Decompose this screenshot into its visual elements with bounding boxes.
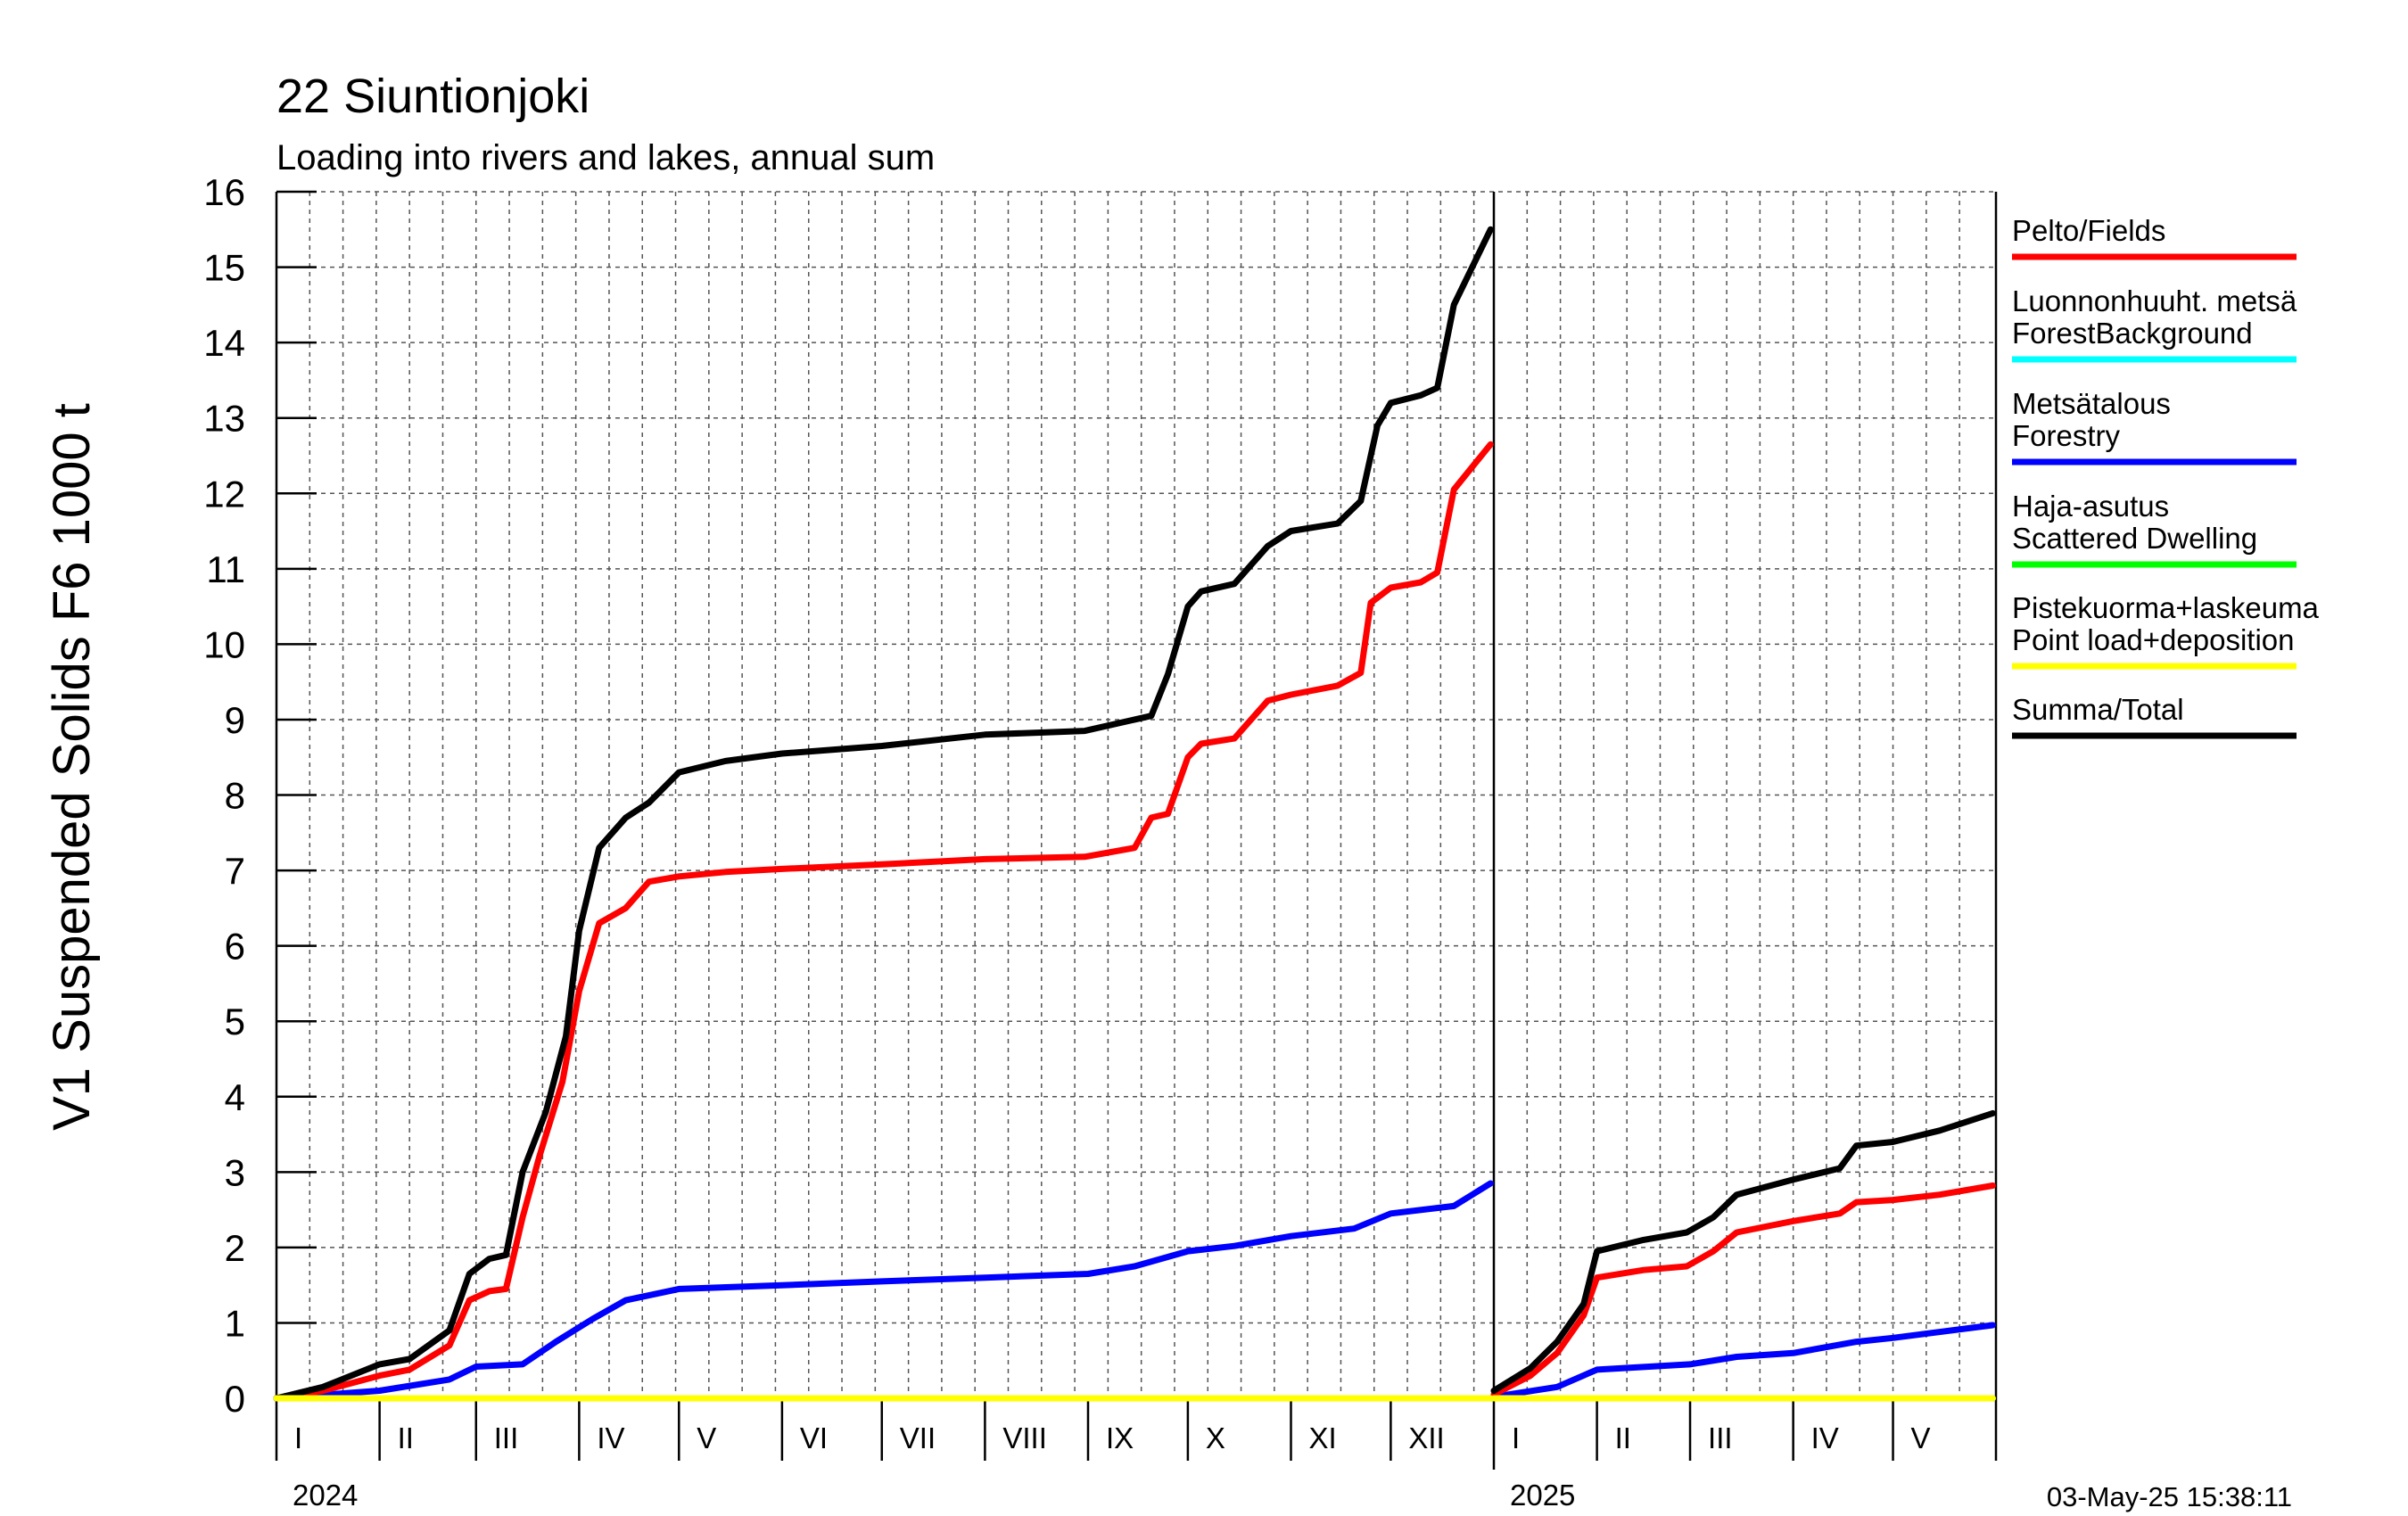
year-label: 2025 — [1510, 1479, 1575, 1512]
chart-subtitle: Loading into rivers and lakes, annual su… — [276, 138, 935, 177]
month-label: II — [398, 1421, 414, 1454]
month-label: III — [494, 1421, 519, 1454]
y-tick-label: 16 — [203, 171, 245, 213]
month-label: IV — [597, 1421, 624, 1454]
grid — [276, 191, 1996, 1398]
month-label: IX — [1106, 1421, 1134, 1454]
legend-label: ForestBackground — [2012, 317, 2253, 350]
series-line — [1490, 1182, 1996, 1398]
y-tick-label: 2 — [225, 1227, 245, 1269]
legend-label: Haja-asutus — [2012, 490, 2169, 523]
series-line — [1490, 1322, 1996, 1400]
month-label: III — [1708, 1421, 1733, 1454]
y-tick-label: 6 — [225, 926, 245, 968]
month-label: II — [1615, 1421, 1631, 1454]
legend-label: Summa/Total — [2012, 693, 2184, 726]
series-line — [273, 1180, 1494, 1402]
series-line — [1490, 1109, 1996, 1394]
y-axis-label: V1 Suspended Solids F6 1000 t — [43, 403, 101, 1131]
month-label: V — [697, 1421, 716, 1454]
legend-label: Pelto/Fields — [2012, 214, 2165, 247]
month-label: I — [1512, 1421, 1520, 1454]
y-tick-label: 5 — [225, 1001, 245, 1042]
month-label: VI — [800, 1421, 828, 1454]
y-tick-label: 14 — [203, 322, 245, 364]
month-label: VIII — [1002, 1421, 1047, 1454]
legend-label: Metsätalous — [2012, 387, 2171, 420]
legend: Pelto/Fields Luonnonhuuht. metsäForestBac… — [2012, 214, 2320, 739]
legend-label: Forestry — [2012, 419, 2121, 452]
series-line — [273, 226, 1494, 1402]
month-label: XII — [1408, 1421, 1444, 1454]
month-label: V — [1911, 1421, 1931, 1454]
legend-label: Scattered Dwelling — [2012, 522, 2257, 555]
timestamp: 03-May-25 15:38:11 — [2047, 1481, 2292, 1512]
y-tick-label: 1 — [225, 1302, 245, 1344]
series-line — [273, 441, 1494, 1402]
y-tick-label: 12 — [203, 473, 245, 515]
y-tick-label: 15 — [203, 247, 245, 289]
y-tick-label: 7 — [225, 850, 245, 892]
legend-label: Luonnonhuuht. metsä — [2012, 284, 2297, 317]
month-label: I — [294, 1421, 302, 1454]
series-lines — [273, 226, 1996, 1402]
y-tick-label: 0 — [225, 1378, 245, 1420]
y-tick-label: 13 — [203, 398, 245, 440]
month-label: XI — [1309, 1421, 1337, 1454]
y-tick-label: 3 — [225, 1151, 245, 1193]
chart-title: 22 Siuntionjoki — [276, 70, 590, 123]
legend-label: Point load+deposition — [2012, 623, 2295, 656]
y-tick-label: 11 — [206, 548, 245, 590]
y-tick-label: 9 — [225, 699, 245, 741]
y-tick-label: 10 — [203, 623, 245, 665]
month-label: X — [1206, 1421, 1225, 1454]
y-tick-label: 4 — [225, 1076, 245, 1118]
year-label: 2024 — [293, 1479, 358, 1512]
month-label: IV — [1811, 1421, 1839, 1454]
legend-label: Pistekuorma+laskeuma — [2012, 591, 2320, 624]
y-tick-label: 8 — [225, 775, 245, 817]
month-label: VII — [900, 1421, 936, 1454]
